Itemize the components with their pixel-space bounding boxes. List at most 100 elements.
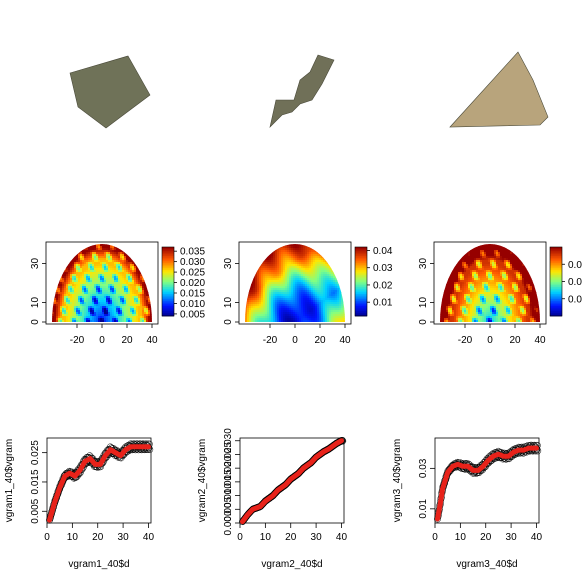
- map-cell: [261, 278, 264, 281]
- map-cell: [269, 292, 272, 295]
- map-cell: [440, 286, 443, 289]
- map-cell: [321, 262, 324, 265]
- map-cell: [271, 282, 274, 285]
- map-cell: [261, 292, 264, 295]
- colorbar-tick-label: 0.02: [373, 280, 393, 291]
- map-cell: [86, 306, 89, 309]
- map-cell: [96, 250, 99, 253]
- map-cell: [82, 316, 85, 319]
- map-cell: [321, 268, 324, 271]
- map-cell: [136, 318, 139, 321]
- map-cell: [482, 278, 485, 281]
- map-cell: [450, 270, 453, 273]
- map-cell: [58, 292, 61, 295]
- map-cell: [446, 292, 449, 295]
- map-cell: [450, 248, 453, 251]
- map-cell: [458, 308, 461, 311]
- map-cell: [82, 256, 85, 259]
- map-cell: [86, 254, 89, 257]
- map-cell: [74, 306, 77, 309]
- map-cell: [58, 298, 61, 301]
- map-cell: [104, 312, 107, 315]
- map-cell: [474, 286, 477, 289]
- map-cell: [273, 314, 276, 317]
- map-cell: [140, 316, 143, 319]
- map-cell: [130, 246, 133, 249]
- map-cell: [88, 300, 91, 303]
- map-cell: [311, 268, 314, 271]
- map-cell: [60, 298, 63, 301]
- map-cell: [88, 294, 91, 297]
- map-cell: [446, 248, 449, 251]
- map-cell: [84, 274, 87, 277]
- map-cell: [341, 304, 344, 307]
- map-cell: [289, 254, 292, 257]
- map-cell: [309, 286, 312, 289]
- map-cell: [148, 256, 151, 259]
- map-cell: [458, 306, 461, 309]
- map-cell: [464, 252, 467, 255]
- map-cell: [96, 304, 99, 307]
- map-cell: [116, 306, 119, 309]
- map-cell: [102, 246, 105, 249]
- map-cell: [484, 312, 487, 315]
- map-cell: [275, 306, 278, 309]
- map-cell: [100, 288, 103, 291]
- map-cell: [138, 264, 141, 267]
- map-cell: [299, 292, 302, 295]
- map-cell: [339, 248, 342, 251]
- map-cell: [283, 320, 286, 322]
- map-cell: [281, 276, 284, 279]
- map-cell: [96, 318, 99, 321]
- map-cell: [245, 288, 248, 291]
- map-cell: [343, 250, 345, 253]
- map-cell: [52, 270, 55, 273]
- colorbar-step: [162, 271, 174, 274]
- map-cell: [295, 276, 298, 279]
- map-cell: [261, 320, 264, 322]
- map-cell: [249, 298, 252, 301]
- map-cell: [116, 286, 119, 289]
- colorbar-step: [162, 283, 174, 286]
- map-cell: [265, 298, 268, 301]
- map-cell: [446, 288, 449, 291]
- map-cell: [245, 256, 248, 259]
- map-cell: [114, 286, 117, 289]
- map-cell: [120, 286, 123, 289]
- map-cell: [329, 298, 332, 301]
- map-cell: [339, 274, 342, 277]
- map-cell: [98, 244, 101, 247]
- map-cell: [295, 308, 298, 311]
- map-cell: [108, 286, 111, 289]
- map-cell: [448, 280, 451, 283]
- map-cell: [138, 288, 141, 291]
- map-cell: [263, 260, 266, 263]
- map-cell: [464, 254, 467, 257]
- map-cell: [321, 250, 324, 253]
- map-cell: [269, 296, 272, 299]
- map-y-tick-label: 30: [223, 258, 234, 270]
- map-cell: [478, 280, 481, 283]
- map-cell: [134, 250, 137, 253]
- map-cell: [325, 260, 328, 263]
- map-cell: [323, 252, 326, 255]
- map-cell: [333, 296, 336, 299]
- map-cell: [54, 300, 57, 303]
- map-cell: [446, 294, 449, 297]
- colorbar-step: [162, 257, 174, 260]
- map-cell: [472, 248, 475, 251]
- map-cell: [285, 280, 288, 283]
- map-cell: [78, 290, 81, 293]
- map-cell: [108, 246, 111, 249]
- map-cell: [301, 308, 304, 311]
- map-cell: [317, 308, 320, 311]
- map-cell: [134, 274, 137, 277]
- map-cell: [448, 244, 451, 247]
- map-cell: [106, 306, 109, 309]
- map-cell: [285, 244, 288, 247]
- map-cell: [148, 292, 151, 295]
- map-cell: [261, 294, 264, 297]
- map-cell: [273, 320, 276, 322]
- map-cell: [120, 314, 123, 317]
- map-cell: [84, 248, 87, 251]
